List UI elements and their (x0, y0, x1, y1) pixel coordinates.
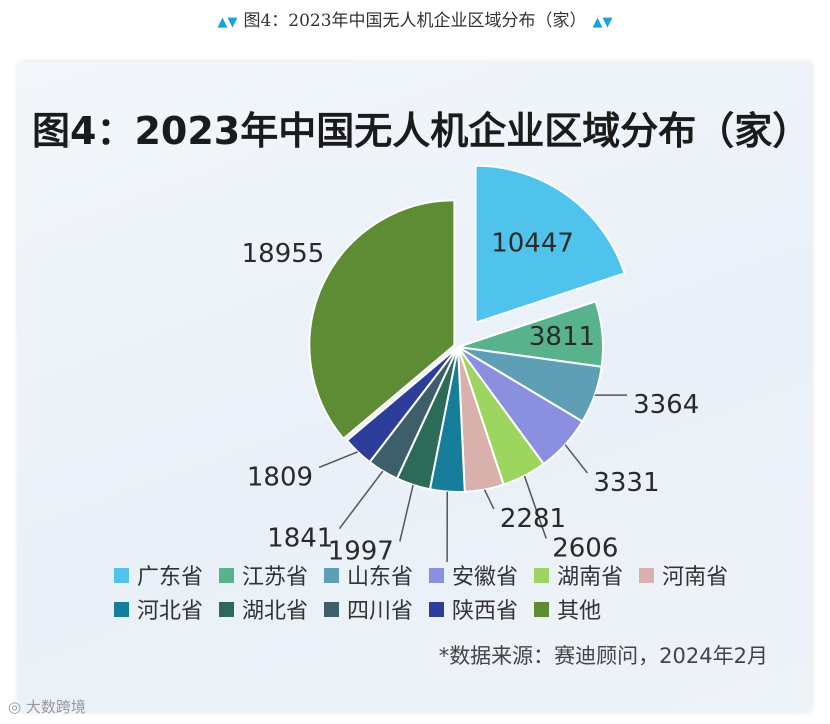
leader-line-4 (564, 444, 588, 474)
legend-label-10: 陕西省 (452, 599, 519, 624)
legend-label-1: 广东省 (137, 565, 204, 590)
pie-slice-10 (345, 346, 459, 464)
legend-item-1: 广东省 (114, 559, 203, 591)
leader-line-8 (399, 484, 414, 542)
legend-swatch-3 (324, 567, 340, 583)
data-label-1: 10447 (491, 228, 574, 258)
data-label-10: 1809 (247, 462, 313, 492)
legend-swatch-2 (219, 567, 235, 583)
legend-swatch-8 (219, 601, 235, 617)
legend-label-7: 河北省 (137, 599, 204, 624)
legend-swatch-7 (114, 601, 129, 617)
data-label-6: 2281 (500, 504, 566, 534)
chart-legend: 广东省 江苏省 山东省 安徽省 湖南省 河南省河北省 湖北省 四川省 陕西省 其他 (114, 558, 804, 626)
legend-item-7: 河北省 (114, 593, 203, 625)
leader-line-6 (483, 489, 495, 510)
data-label-11: 18955 (242, 239, 325, 269)
legend-item-3: 山东省 (324, 559, 413, 591)
pie-slice-11 (308, 199, 456, 441)
legend-label-8: 湖北省 (242, 599, 309, 624)
brand-logo-text: 大数跨境 (25, 698, 86, 716)
legend-label-9: 四川省 (347, 599, 414, 624)
legend-item-11: 其他 (534, 593, 601, 625)
legend-swatch-5 (534, 567, 550, 583)
legend-label-5: 湖南省 (557, 565, 624, 590)
legend-swatch-10 (429, 601, 445, 617)
data-label-5: 2606 (552, 534, 618, 562)
legend-label-3: 山东省 (347, 565, 414, 590)
chart-title: 图4：2023年中国无人机企业区域分布（家） (32, 109, 811, 153)
legend-item-9: 四川省 (324, 593, 413, 625)
caption-text: 图4：2023年中国无人机企业区域分布（家） (243, 11, 587, 31)
leader-line-10 (318, 451, 359, 469)
leader-line-5 (523, 475, 547, 539)
legend-swatch-9 (324, 601, 340, 617)
data-label-9: 1841 (267, 524, 333, 554)
data-label-8: 1997 (328, 536, 394, 562)
legend-item-4: 安徽省 (429, 559, 518, 591)
brand-logo: ◎ 大数跨境 (8, 698, 86, 716)
pie-chart: 1895510447381133643331260622812019199718… (242, 164, 699, 562)
legend-item-5: 湖南省 (534, 559, 623, 591)
legend-swatch-1 (114, 567, 129, 583)
chart-card: ✦ 图4：2023年中国无人机企业区域分布（家） 18955 10447 3811 3… (18, 62, 812, 712)
legend-item-8: 湖北省 (219, 593, 308, 625)
legend-swatch-11 (534, 601, 550, 617)
data-label-4: 3331 (593, 468, 659, 498)
data-source-note: *数据来源：赛迪顾问，2024年2月 (438, 644, 768, 668)
caption-marker-right-icon: ▲▼ (592, 15, 613, 30)
caption-marker-left-icon: ▲▼ (217, 15, 238, 30)
legend-label-6: 河南省 (662, 565, 729, 590)
legend-label-11: 其他 (557, 599, 602, 624)
data-label-2: 3811 (529, 322, 595, 352)
data-label-3: 3364 (633, 390, 699, 420)
legend-row-2: 河北省 湖北省 四川省 陕西省 其他 (114, 592, 804, 626)
figure-caption: ▲▼ 图4：2023年中国无人机企业区域分布（家） ▲▼ (0, 6, 830, 36)
legend-item-10: 陕西省 (429, 593, 518, 625)
leader-line-9 (338, 470, 384, 530)
legend-swatch-4 (429, 567, 445, 583)
pie-slice-1 (474, 164, 626, 325)
legend-row-1: 广东省 江苏省 山东省 安徽省 湖南省 河南省 (114, 558, 804, 592)
legend-label-2: 江苏省 (242, 565, 309, 590)
legend-item-6: 河南省 (639, 559, 728, 591)
legend-item-2: 江苏省 (219, 559, 308, 591)
legend-swatch-6 (639, 567, 655, 583)
legend-label-4: 安徽省 (452, 565, 519, 590)
